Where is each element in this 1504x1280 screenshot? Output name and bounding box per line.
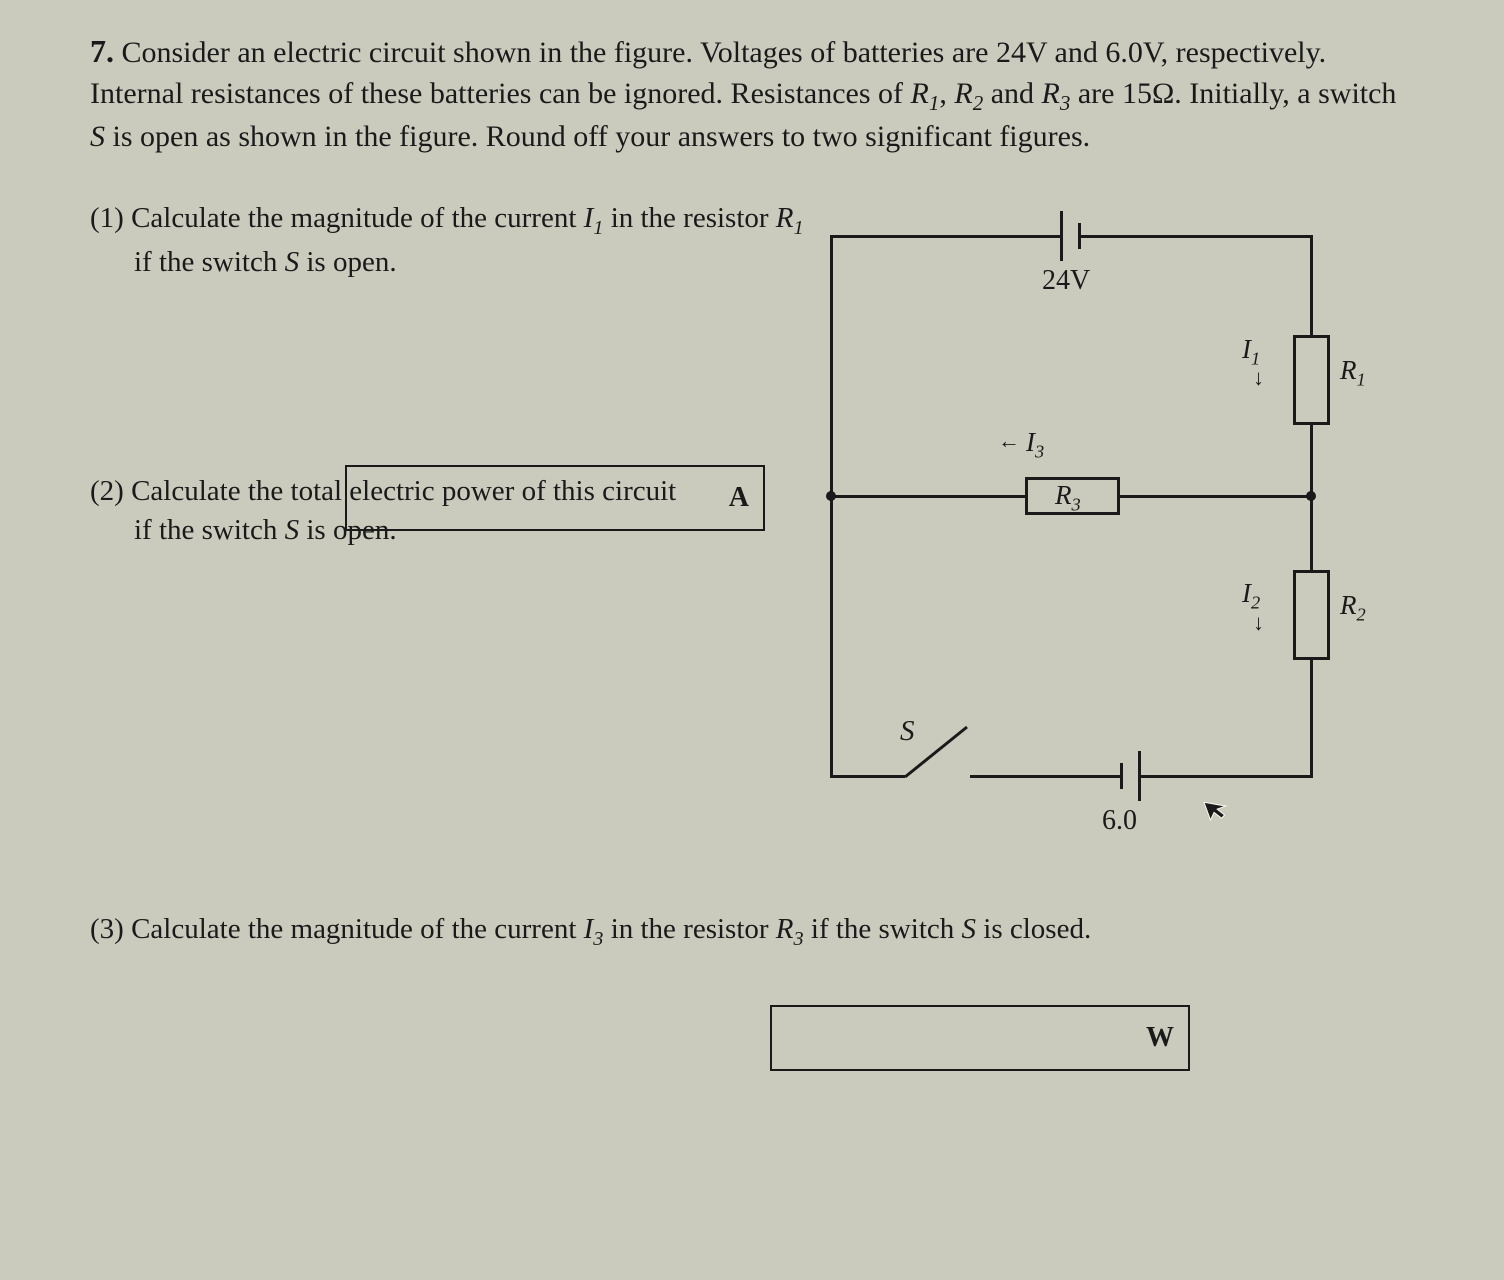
wire (830, 775, 905, 778)
arrow-left-icon: ← (998, 428, 1020, 454)
wire (1310, 235, 1313, 335)
label-24v: 24V (1042, 265, 1090, 297)
answer-box-amps[interactable]: A (345, 465, 765, 531)
wire (1310, 660, 1313, 775)
wire (830, 235, 833, 498)
cursor-icon (1200, 792, 1236, 832)
problem-number: 7. (90, 33, 114, 69)
arrow-down-icon: ↓ (1253, 610, 1264, 636)
wire (1310, 495, 1313, 570)
wire (1141, 775, 1313, 778)
switch-icon (905, 723, 975, 781)
answer-box-watts[interactable]: W (770, 1005, 1190, 1071)
circuit-diagram: 24V I1 ↓ R1 ← I3 R3 I2 ↓ R2 S 6.0 (810, 225, 1410, 865)
label-i2: I2 (1242, 578, 1260, 613)
label-i3: I3 (1026, 427, 1044, 462)
question-3: (3) Calculate the magnitude of the curre… (90, 910, 1414, 953)
resistor-r2 (1293, 570, 1330, 660)
unit-amps: A (729, 482, 749, 514)
label-r1: R1 (1340, 355, 1366, 390)
arrow-down-icon: ↓ (1253, 365, 1264, 391)
label-r3: R3 (1055, 480, 1081, 515)
wire (830, 495, 1025, 498)
wire (830, 235, 1060, 238)
wire (1081, 235, 1313, 238)
label-6v: 6.0 (1102, 805, 1137, 837)
problem-statement: 7. Consider an electric circuit shown in… (90, 30, 1414, 157)
unit-watts: W (1146, 1022, 1174, 1054)
wire (830, 495, 833, 778)
label-switch: S (900, 715, 915, 748)
resistor-r1 (1293, 335, 1330, 425)
label-r2: R2 (1340, 590, 1366, 625)
wire (970, 775, 1120, 778)
wire (1120, 495, 1313, 498)
wire (1310, 425, 1313, 498)
